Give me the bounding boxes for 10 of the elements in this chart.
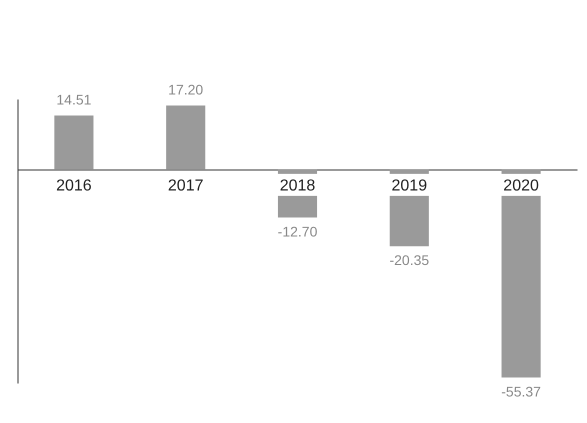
x-tick-label: 2018 [280,177,316,194]
x-tick-label: 2017 [168,177,204,194]
data-label: -12.70 [278,223,318,240]
data-label: -20.35 [389,252,430,268]
data-label: 14.51 [56,91,92,108]
x-tick-label: 2019 [392,177,428,194]
x-tick-label: 2016 [56,177,92,194]
x-tick-label: 2020 [503,177,539,194]
data-label: -55.37 [501,383,542,400]
data-label: 17.20 [168,81,204,98]
